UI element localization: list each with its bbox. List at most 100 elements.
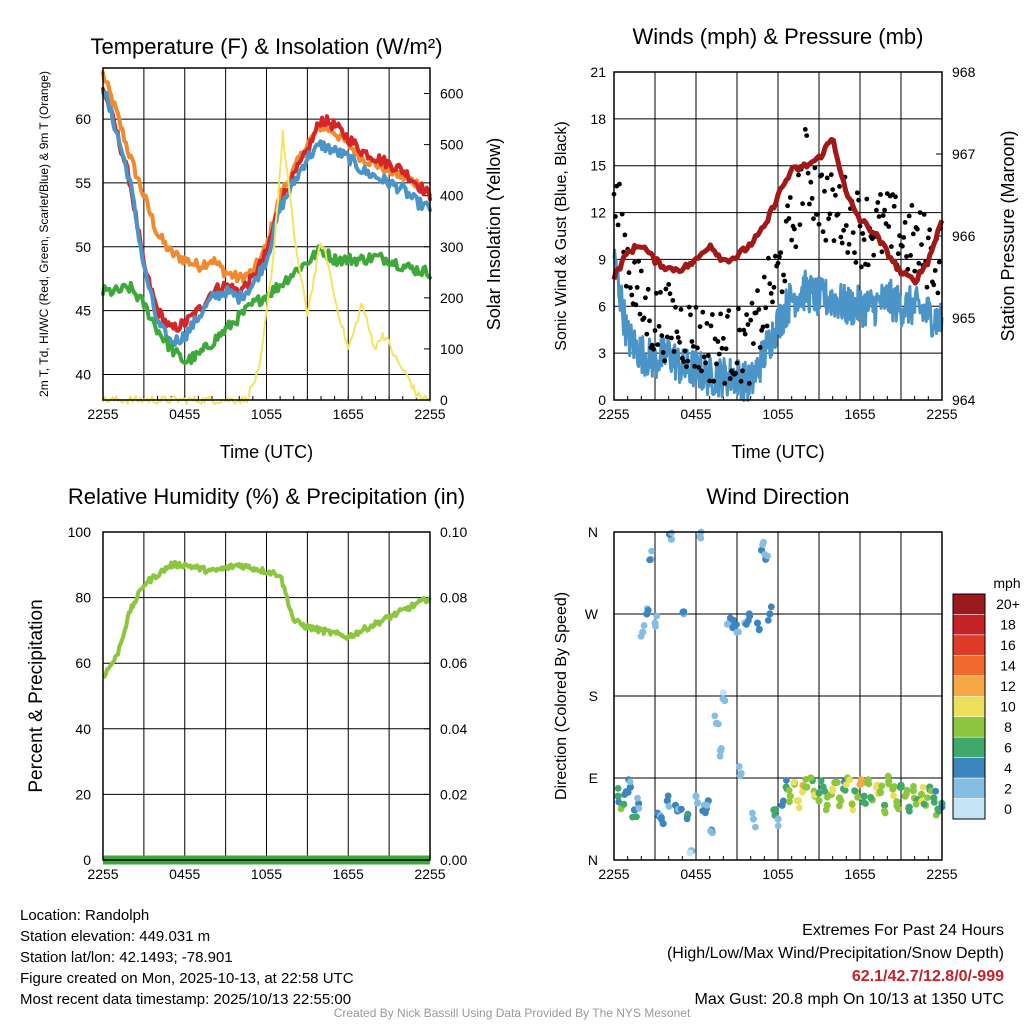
direction-point [753, 619, 762, 627]
y2-tick-label: 965 [952, 310, 976, 326]
direction-point [783, 777, 790, 784]
gust-point [900, 243, 905, 249]
gust-point [670, 298, 676, 303]
gust-point [822, 188, 827, 194]
gust-point [690, 344, 696, 349]
direction-point [786, 798, 793, 806]
direction-point [733, 621, 740, 628]
gust-point [701, 354, 707, 360]
gust-point [689, 339, 695, 344]
series-line-2m-td [101, 244, 432, 366]
gust-point [707, 378, 713, 384]
y2-tick-label: 0.06 [440, 655, 467, 671]
x-tick-label: 2255 [414, 406, 445, 422]
gust-point [684, 364, 689, 369]
extremes-subtitle: (High/Low/Max Wind/Precipitation/Snow De… [666, 945, 1004, 962]
gust-point [638, 268, 644, 274]
direction-point [717, 745, 725, 752]
gust-point [767, 281, 773, 287]
colorbar-swatch [952, 736, 986, 758]
gust-point [714, 361, 719, 367]
direction-point [735, 628, 742, 636]
gust-point [936, 259, 942, 265]
gust-point [787, 195, 793, 200]
gust-point [804, 133, 810, 139]
direction-point [849, 806, 857, 814]
gust-point [775, 260, 781, 266]
gust-point [935, 290, 941, 296]
gust-point [838, 234, 844, 240]
gust-point [824, 175, 830, 181]
direction-point [665, 803, 673, 810]
extremes-values: 62.1/42.7/12.8/0/-999 [851, 968, 1004, 985]
gust-point [733, 371, 738, 376]
direction-point [860, 792, 868, 800]
direction-point [759, 541, 766, 548]
gust-point [766, 255, 771, 261]
gust-point [792, 226, 797, 232]
direction-point [752, 823, 759, 831]
colorbar-swatch [952, 716, 986, 738]
direction-point [679, 608, 687, 616]
colorbar-label: 16 [1000, 637, 1016, 653]
gust-point [886, 224, 892, 229]
gust-point [777, 254, 782, 260]
plot-border [102, 531, 431, 861]
direction-point [692, 792, 700, 800]
gust-point [622, 232, 628, 238]
x-tick-label: 0455 [680, 866, 711, 882]
direction-point [614, 785, 622, 792]
gust-point [663, 286, 669, 292]
direction-point [686, 849, 694, 857]
direction-point [912, 800, 920, 808]
colorbar-title: mph [993, 575, 1020, 591]
gust-point [785, 203, 790, 209]
gust-point [843, 223, 849, 228]
gust-point [878, 192, 883, 197]
direction-point [716, 752, 724, 760]
gust-point [629, 292, 635, 298]
x-tick-label: 1655 [333, 866, 364, 882]
gust-point [910, 231, 916, 237]
gust-point [644, 331, 650, 337]
direction-point [890, 792, 897, 800]
y2-tick-label: 0.02 [440, 786, 467, 802]
gust-point [619, 211, 625, 217]
direction-point [857, 776, 865, 783]
direction-point [801, 783, 809, 790]
gust-point [667, 291, 673, 297]
direction-point [898, 783, 905, 791]
direction-point [903, 786, 911, 794]
direction-point [658, 815, 665, 823]
x-tick-label: 0455 [680, 406, 711, 422]
y-tick-label: 40 [75, 721, 91, 737]
direction-point [779, 797, 787, 805]
y2-axis-title: Station Pressure (Maroon) [998, 130, 1018, 341]
direction-point [917, 790, 926, 799]
direction-point [890, 783, 898, 790]
y-tick-label: 45 [75, 303, 91, 319]
gust-point [711, 378, 717, 384]
gust-point [737, 327, 743, 333]
y2-tick-label: 400 [440, 188, 464, 204]
series-line-sonic-wind [612, 248, 944, 402]
direction-point [697, 534, 705, 542]
x-tick-label: 0455 [169, 866, 200, 882]
gust-point [623, 283, 629, 289]
y-tick-label: 6 [598, 298, 606, 314]
gust-point [893, 194, 898, 200]
gust-point [720, 336, 726, 341]
gust-point [786, 216, 792, 221]
direction-point [703, 801, 711, 809]
gust-point [692, 363, 697, 369]
gust-point [736, 306, 741, 312]
direction-point [906, 807, 913, 815]
gust-point [666, 282, 672, 287]
y-tick-label: S [589, 688, 598, 704]
created-text: Figure created on Mon, 2025-10-13, at 22… [20, 970, 354, 987]
gust-point [902, 220, 908, 225]
gust-point [722, 381, 728, 386]
station-info: Location: Randolph Station elevation: 44… [20, 905, 354, 1010]
extremes-panel: Extremes For Past 24 Hours (High/Low/Max… [667, 919, 1004, 1011]
y2-tick-label: 0.04 [440, 721, 467, 737]
